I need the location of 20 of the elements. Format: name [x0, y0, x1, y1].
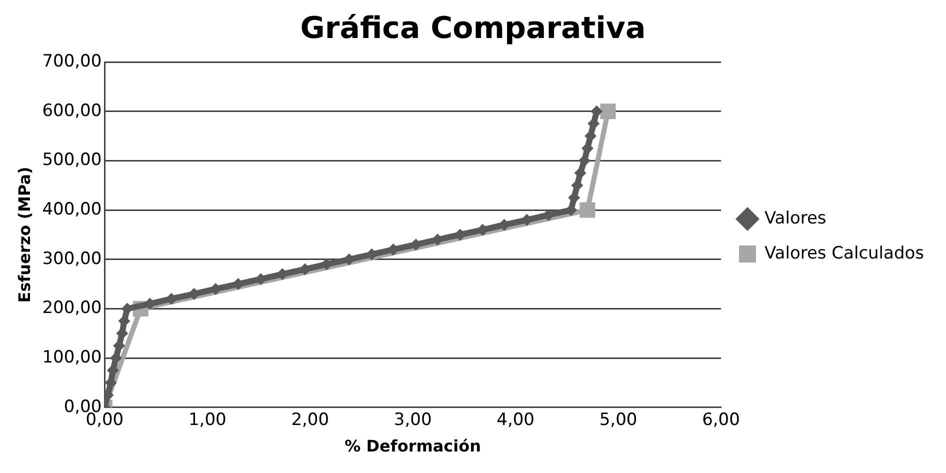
y-tick-label: 700,00 — [42, 51, 102, 72]
chart-title: Gráfica Comparativa — [300, 10, 646, 46]
y-tick-label: 100,00 — [42, 347, 102, 368]
x-tick-label: 5,00 — [599, 410, 638, 430]
point — [600, 104, 616, 120]
y-tick-label: 500,00 — [42, 150, 102, 170]
x-tick-label: 6,00 — [702, 410, 740, 430]
y-tick-label: 400,00 — [42, 199, 102, 220]
y-tick-label: 300,00 — [42, 248, 102, 269]
y-tick-label: 200,00 — [42, 298, 102, 318]
y-axis-title: Esfuerzo (MPa) — [14, 166, 34, 303]
legend-label: Valores Calculados — [764, 243, 924, 264]
x-tick-label: 2,00 — [291, 410, 330, 430]
x-tick-label: 4,00 — [496, 410, 534, 430]
point — [580, 202, 596, 218]
x-axis-title: % Deformación — [344, 436, 482, 456]
x-tick-label: 1,00 — [188, 410, 226, 430]
y-tick-label: 600,00 — [42, 100, 102, 121]
x-tick-label: 3,00 — [394, 410, 432, 430]
legend-label: Valores — [764, 208, 826, 228]
